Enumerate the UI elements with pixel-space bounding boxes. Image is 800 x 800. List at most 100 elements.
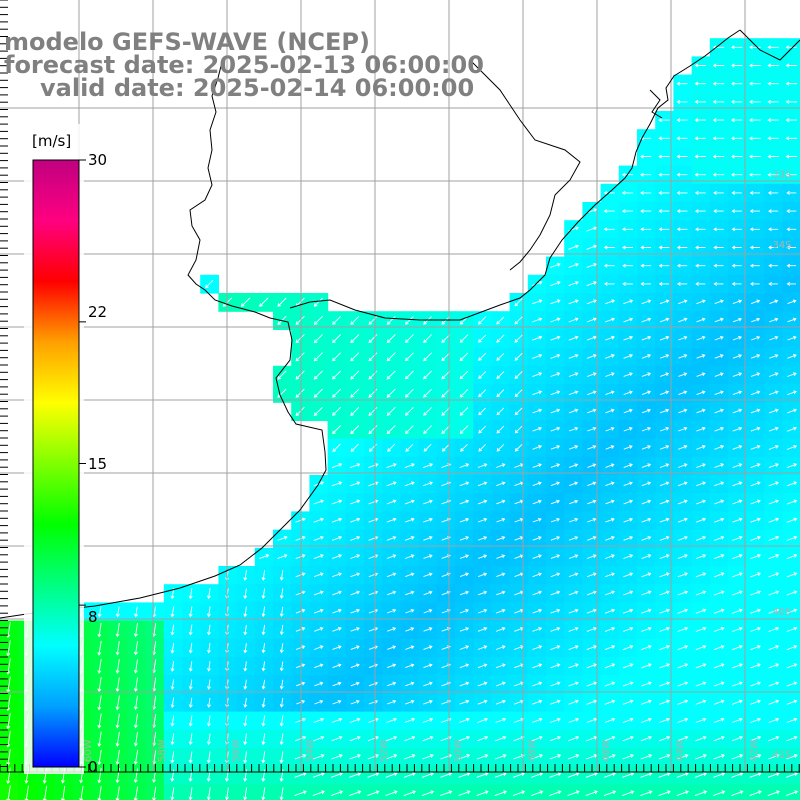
coastline-interior (469, 59, 581, 271)
wind-vector-arrow (713, 626, 725, 632)
wind-vector-arrow (623, 535, 634, 541)
lat-label: 34S (772, 240, 791, 251)
wind-vector-arrow (550, 517, 560, 523)
wind-vector-arrow (641, 408, 652, 414)
wind-vector-arrow (568, 590, 579, 596)
wind-vector-arrow (713, 572, 725, 578)
wind-vector-arrow (531, 754, 543, 760)
wind-vector-arrow (151, 786, 157, 800)
wind-vector-arrow (206, 606, 211, 618)
wind-vector-arrow (495, 663, 506, 669)
wind-vector-arrow (714, 390, 724, 396)
wind-vector-arrow (767, 81, 779, 86)
wind-vector-arrow (730, 81, 743, 86)
wind-vector-arrow (331, 735, 343, 742)
wind-vector-arrow (386, 334, 396, 344)
wind-vector-arrow (97, 659, 102, 674)
wind-vector-arrow (478, 444, 486, 452)
wind-vector-arrow (750, 626, 761, 632)
wind-vector-arrow (768, 408, 779, 414)
wind-vector-arrow (261, 715, 266, 727)
wind-vector-arrow (769, 354, 779, 359)
wind-vector-arrow (714, 445, 725, 450)
wind-vector-arrow (694, 190, 706, 195)
wind-vector-arrow (731, 772, 744, 778)
wind-vector-arrow (496, 463, 506, 468)
wind-vector-arrow (623, 608, 634, 614)
wind-vector-arrow (368, 334, 378, 344)
wind-vector-arrow (604, 717, 616, 723)
wind-vector-arrow (514, 371, 523, 380)
wind-vector-arrow (713, 754, 725, 760)
wind-vector-arrow (367, 754, 380, 760)
wind-vector-arrow (731, 227, 742, 232)
wind-vector-arrow (768, 535, 780, 541)
colorbar-tick-15: 15 (88, 455, 108, 473)
wind-vector-arrow (732, 535, 743, 541)
wind-vector-arrow (478, 334, 487, 343)
wind-vector-arrow (787, 390, 797, 396)
wind-vector-arrow (314, 663, 324, 669)
wind-vector-arrow (767, 45, 779, 50)
wind-vector-arrow (750, 663, 761, 669)
wind-vector-arrow (658, 172, 670, 177)
wind-vector-arrow (188, 642, 193, 654)
wind-vector-arrow (567, 772, 580, 778)
wind-vector-arrow (641, 426, 651, 432)
wind-vector-arrow (295, 608, 306, 614)
wind-vector-arrow (731, 790, 744, 797)
wind-vector-arrow (658, 245, 670, 250)
wind-vector-arrow (496, 590, 506, 596)
wind-vector-arrow (694, 154, 706, 159)
wind-vector-arrow (261, 661, 266, 672)
wind-vector-arrow (678, 354, 688, 359)
wind-vector-arrow (368, 315, 378, 325)
wind-vector-arrow (586, 608, 597, 614)
wind-vector-arrow (786, 209, 797, 214)
wind-vector-arrow (496, 608, 506, 614)
wind-vector-arrow (459, 481, 470, 487)
wind-vector-arrow (603, 209, 615, 214)
wind-vector-arrow (387, 663, 397, 669)
wind-vector-arrow (750, 572, 761, 578)
wind-vector-arrow (477, 499, 488, 505)
wind-vector-arrow (532, 554, 542, 559)
wind-vector-arrow (712, 154, 725, 159)
wind-vector-arrow (405, 608, 415, 614)
wind-vector-arrow (423, 681, 433, 687)
wind-vector-arrow (404, 499, 415, 505)
wind-speed-cell (546, 784, 565, 800)
wind-vector-arrow (568, 281, 579, 287)
wind-vector-arrow (568, 645, 579, 651)
wind-vector-arrow (641, 590, 652, 596)
wind-vector-arrow (350, 370, 360, 380)
wind-vector-arrow (603, 227, 615, 232)
wind-vector-arrow (277, 554, 288, 560)
wind-vector-arrow (206, 751, 211, 764)
wind-vector-arrow (206, 679, 211, 690)
wind-vector-arrow (115, 659, 120, 674)
wind-vector-arrow (568, 554, 579, 559)
wind-vector-arrow (751, 317, 761, 323)
wind-vector-arrow (732, 645, 743, 651)
wind-vector-arrow (459, 663, 470, 669)
wind-vector-arrow (695, 663, 707, 669)
wind-vector-arrow (622, 717, 634, 723)
wind-vector-arrow (641, 354, 652, 359)
wind-vector-arrow (605, 572, 615, 578)
wind-vector-arrow (243, 697, 248, 708)
wind-vector-arrow (623, 426, 633, 432)
wind-vector-arrow (332, 388, 342, 398)
wind-vector-arrow (787, 317, 797, 323)
wind-vector-arrow (440, 790, 453, 797)
wind-vector-arrow (550, 699, 561, 705)
wind-vector-arrow (676, 790, 690, 797)
wind-vector-arrow (405, 681, 415, 687)
wind-vector-arrow (568, 426, 579, 432)
wind-vector-arrow (513, 772, 526, 778)
wind-vector-arrow (586, 353, 597, 359)
wind-speed-cell (618, 784, 638, 800)
wind-vector-arrow (115, 606, 120, 618)
wind-vector-arrow (695, 535, 707, 541)
wind-speed-cell (309, 784, 329, 800)
